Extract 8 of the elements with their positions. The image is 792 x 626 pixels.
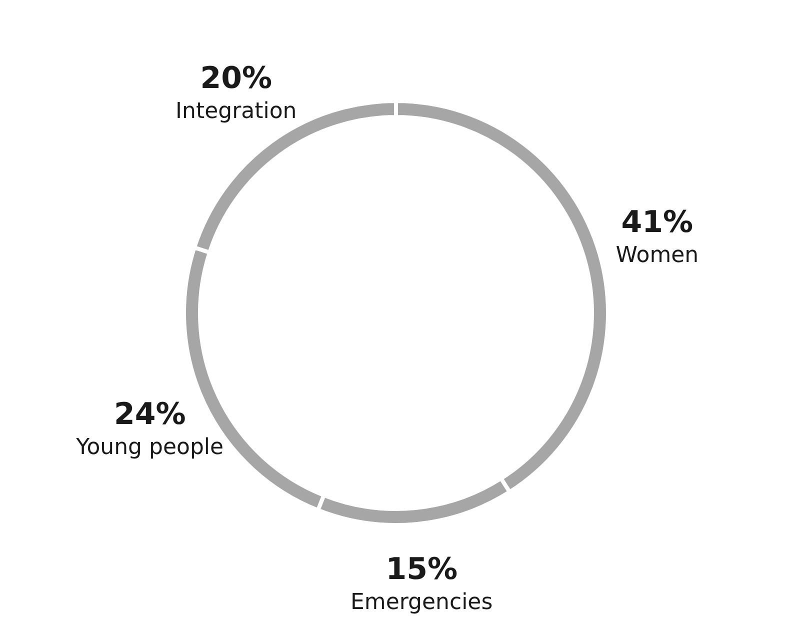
data-label: 15% [386, 552, 458, 587]
data-label: 24% [114, 396, 186, 432]
data-label: 20% [200, 60, 272, 96]
slice-label: Young people [75, 434, 224, 460]
slice-label: Integration [176, 98, 297, 124]
slice-label: Women [616, 243, 699, 268]
slice-label: Emergencies [350, 590, 493, 615]
data-label: 41% [621, 205, 694, 240]
